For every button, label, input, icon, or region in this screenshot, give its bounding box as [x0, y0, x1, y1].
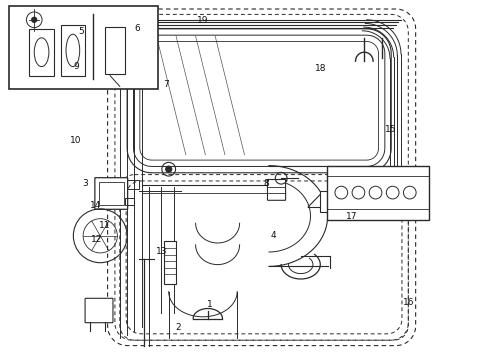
Bar [61, 25, 84, 76]
Text: 4: 4 [270, 231, 276, 240]
Bar [127, 180, 139, 189]
Bar [320, 191, 344, 212]
Text: 18: 18 [314, 64, 325, 73]
Bar [105, 27, 124, 74]
Bar [326, 166, 428, 220]
Text: 1: 1 [207, 300, 213, 309]
Text: 11: 11 [99, 220, 111, 230]
Bar [163, 241, 176, 284]
FancyBboxPatch shape [95, 178, 127, 209]
Text: 9: 9 [73, 62, 79, 71]
Circle shape [165, 166, 171, 172]
Bar [99, 182, 123, 205]
Text: 19: 19 [197, 17, 208, 26]
Bar [9, 6, 158, 89]
Text: 10: 10 [70, 136, 81, 145]
Text: 17: 17 [346, 212, 357, 220]
Text: 16: 16 [402, 298, 413, 307]
Bar [29, 29, 54, 76]
Circle shape [32, 17, 37, 22]
Text: 14: 14 [89, 201, 101, 210]
Text: 6: 6 [134, 24, 140, 33]
Text: 7: 7 [163, 80, 169, 89]
Text: 15: 15 [385, 125, 396, 134]
Text: 2: 2 [175, 323, 181, 332]
FancyBboxPatch shape [85, 298, 113, 323]
Text: 3: 3 [82, 179, 88, 188]
Text: 13: 13 [155, 248, 167, 256]
Text: 8: 8 [263, 179, 269, 188]
Text: 12: 12 [91, 235, 102, 244]
Text: 5: 5 [78, 27, 83, 36]
Bar [124, 198, 134, 205]
FancyBboxPatch shape [267, 180, 285, 200]
